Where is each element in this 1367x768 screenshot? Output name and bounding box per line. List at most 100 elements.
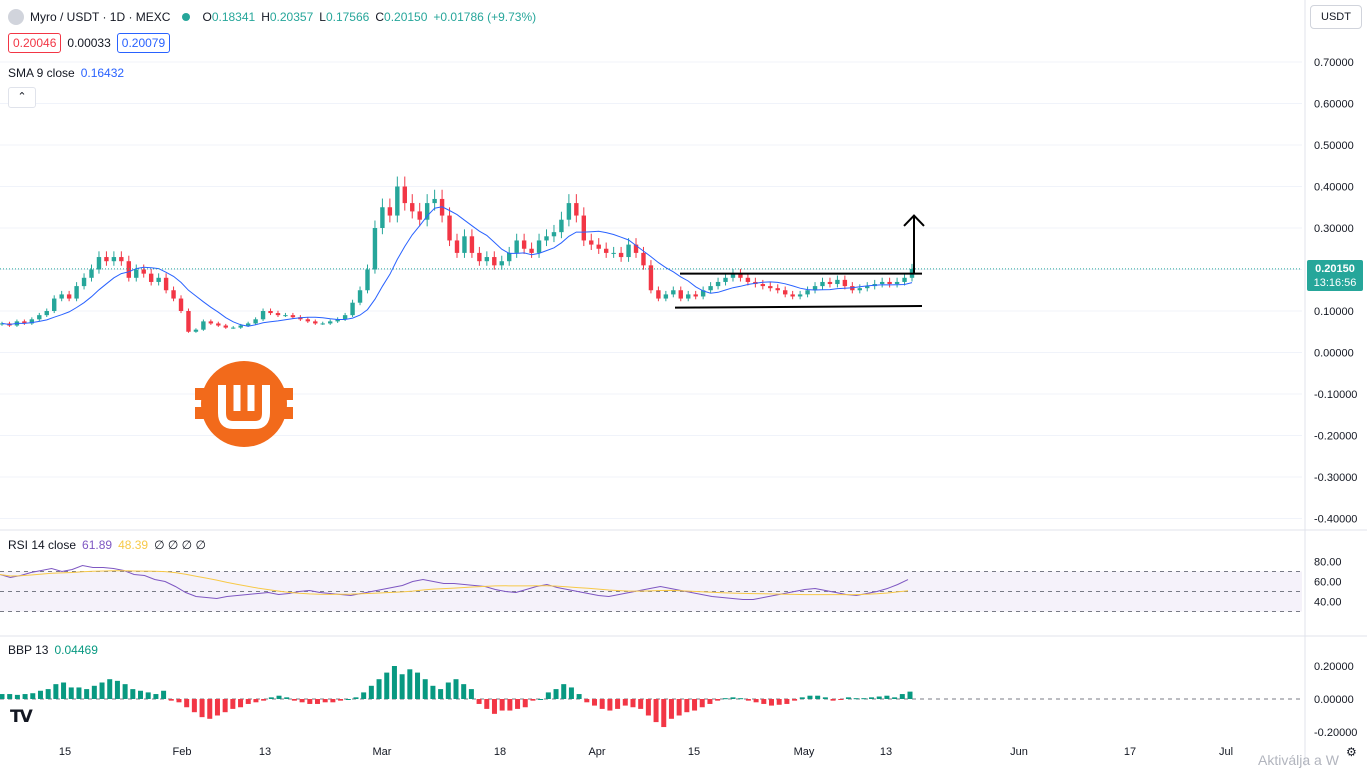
bbp-bar — [438, 689, 444, 699]
bbp-bar — [815, 695, 821, 699]
bbp-bar — [615, 699, 621, 709]
bbp-bar — [0, 694, 5, 699]
bbp-bar — [30, 693, 36, 699]
candle — [320, 323, 325, 325]
candle — [499, 261, 504, 266]
currency-button[interactable]: USDT — [1310, 5, 1362, 29]
candle — [596, 244, 601, 249]
bbp-bar — [214, 699, 220, 716]
y-tick-label: 0.00000 — [1314, 348, 1354, 360]
bbp-bar — [892, 697, 898, 699]
x-tick-label: 18 — [494, 746, 506, 758]
bbp-bar — [599, 699, 605, 709]
sma-legend[interactable]: SMA 9 close 0.16432 — [8, 66, 124, 80]
bbp-bar — [430, 685, 436, 699]
candle — [0, 323, 5, 325]
bbp-bar — [7, 694, 13, 699]
rsi-ma-value: 48.39 — [118, 538, 149, 552]
bbp-bar — [284, 697, 290, 699]
candle — [790, 294, 795, 297]
x-tick-label: 13 — [259, 746, 271, 758]
bbp-legend[interactable]: BBP 13 0.04469 — [8, 643, 98, 657]
candle — [551, 232, 557, 237]
activation-watermark: Aktiválja a W — [1258, 752, 1339, 768]
rsi-value: 61.89 — [82, 538, 113, 552]
bbp-bar — [568, 687, 574, 699]
candle — [380, 207, 385, 228]
bbp-bar — [845, 697, 851, 699]
bbp-bar — [661, 699, 667, 728]
bbp-bar — [476, 699, 482, 704]
bbp-bar — [399, 674, 405, 699]
x-tick-label: Jul — [1219, 746, 1233, 758]
bbp-bar — [468, 689, 474, 699]
open-label: O — [202, 10, 212, 24]
bbp-bar — [491, 699, 497, 714]
candle — [812, 286, 818, 291]
sma-value: 0.16432 — [80, 66, 125, 80]
candle — [768, 286, 773, 289]
candle — [171, 290, 176, 299]
candle — [29, 319, 35, 324]
bbp-bar — [884, 695, 890, 699]
candle — [611, 252, 616, 254]
rsi-legend[interactable]: RSI 14 close 61.89 48.39 ∅ ∅ ∅ ∅ — [8, 538, 206, 552]
candle — [529, 248, 534, 253]
tradingview-logo-icon[interactable]: TV — [10, 707, 33, 727]
candle — [469, 236, 475, 253]
bbp-bar — [276, 695, 282, 699]
x-tick-label: Jun — [1010, 746, 1028, 758]
bbp-bar — [345, 699, 351, 700]
bbp-bar — [753, 699, 759, 703]
candle — [708, 286, 713, 291]
x-tick-label: Mar — [373, 746, 392, 758]
candle — [656, 290, 661, 299]
rsi-extra-values: ∅ ∅ ∅ ∅ — [154, 538, 206, 552]
bbp-bar — [545, 692, 551, 699]
arrow-head — [903, 214, 925, 227]
bbp-bar — [322, 699, 328, 703]
bbp-bar — [715, 699, 721, 701]
bbp-bar — [499, 699, 505, 711]
bbp-bar — [607, 699, 613, 711]
bbp-bar — [61, 682, 67, 699]
bbp-bar — [330, 699, 336, 703]
candle — [59, 294, 64, 299]
symbol-title[interactable]: Myro / USDT · 1D · MEXC — [30, 10, 171, 24]
candle — [305, 319, 311, 322]
bbp-bar — [745, 699, 751, 701]
bbp-bar — [899, 694, 905, 699]
bbp-bar — [314, 699, 320, 704]
symbol-legend[interactable]: Myro / USDT · 1D · MEXC O0.18341 H0.2035… — [8, 9, 536, 25]
collapse-legend-button[interactable]: ⌃ — [8, 87, 36, 108]
bbp-bar — [722, 698, 728, 700]
candle — [835, 279, 840, 285]
settings-icon[interactable]: ⚙ — [1346, 745, 1357, 759]
bbp-bar — [261, 699, 267, 701]
candle — [492, 257, 497, 266]
candle — [395, 186, 400, 216]
buy-button[interactable]: 0.20079 — [116, 33, 171, 53]
candle — [589, 240, 594, 245]
y-tick-label: -0.30000 — [1314, 472, 1357, 484]
bbp-bar — [553, 689, 559, 699]
bbp-bar — [422, 679, 428, 699]
x-tick-label: 13 — [880, 746, 892, 758]
candle — [283, 315, 288, 317]
sell-button[interactable]: 0.20046 — [8, 33, 62, 53]
bbp-bar — [138, 690, 144, 699]
y-tick-label: 0.60000 — [1314, 99, 1354, 111]
bbp-bar — [707, 699, 713, 704]
bbp-bar — [230, 699, 236, 709]
candle — [745, 277, 751, 282]
candle — [417, 211, 422, 220]
rsi-label: RSI 14 close — [8, 538, 77, 552]
candle — [902, 277, 907, 282]
bbp-bar — [307, 699, 313, 704]
candle — [723, 277, 728, 282]
candle — [574, 203, 579, 216]
close-value: 0.20150 — [384, 10, 428, 24]
low-label: L — [319, 10, 326, 24]
bbp-tick-label: 0.20000 — [1314, 661, 1354, 673]
